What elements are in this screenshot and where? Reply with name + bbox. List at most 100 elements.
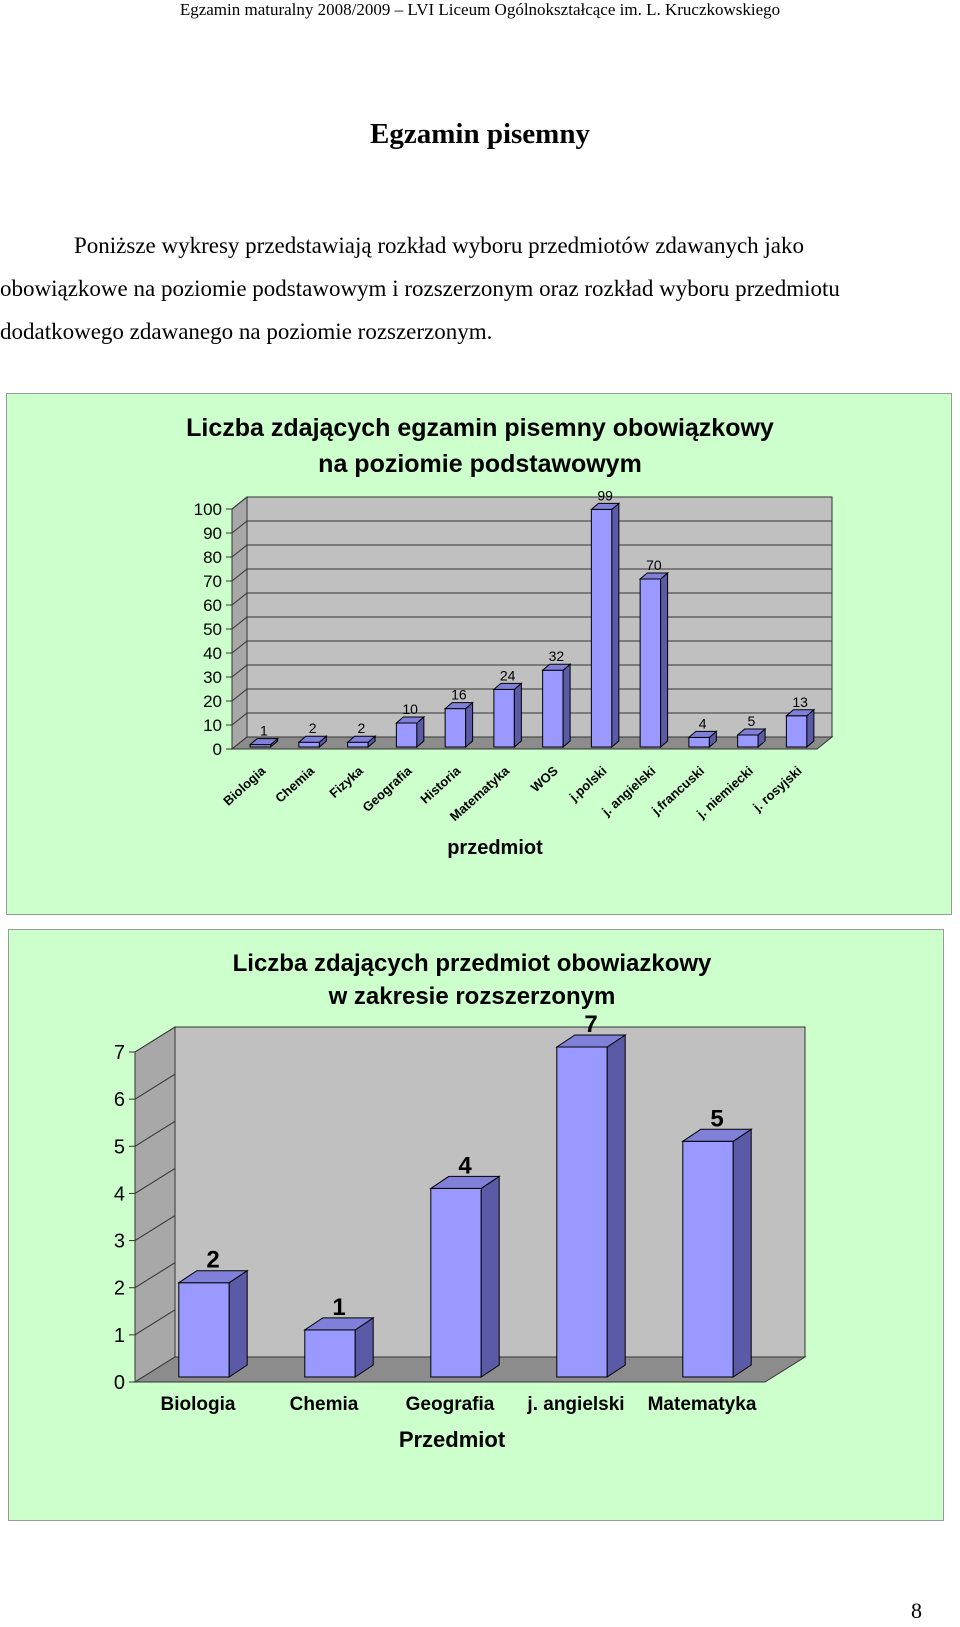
chart1-bar-top-j-niemiecki [736,728,767,736]
chart1-bar-side-historia [465,701,474,749]
chart1-gridline-10 [231,712,832,726]
chart1-gridline-100 [231,496,832,510]
chart1-category-label-wos: WOS [528,763,561,795]
chart1-bar-chemia [298,741,320,748]
chart1-bar-top-historia [443,702,474,710]
chart1-data-label-historia: 16 [451,687,467,703]
chart2-axis-tick-4 [134,1168,176,1194]
chart2-category-label-matematyka: Matematyka [648,1394,757,1415]
chart1-bar-j-polski [590,508,613,748]
chart1-bar-wos [542,669,564,748]
intro-line-1: Poniższe wykresy przedstawiają rozkład w… [74,233,805,258]
chart1-bar-geografia [395,722,418,748]
chart1-data-label-j-polski: 99 [597,487,613,503]
chart1-category-label-historia: Historia [417,763,464,807]
chart2-title-line-2: w zakresie rozszerzonym [328,983,616,1010]
chart1-x-axis-label: przedmiot [447,837,543,859]
chart1-bar-j-francuski [688,736,710,748]
chart2-data-label-matematyka: 5 [710,1105,723,1132]
chart2-category-label-chemia: Chemia [290,1394,359,1415]
chart1-bar-j-angielski [639,578,662,748]
chart2-axis-tick-1 [134,1309,176,1336]
chart1-bar-side-j-polski [611,502,620,749]
chart2-title-line-1: Liczba zdających przedmiot obowiazkowy [233,950,712,977]
chart2-bar-matematyka [682,1140,734,1378]
chart2-bar-side-geografia [480,1175,500,1378]
chart1-data-label-j-rosyjski: 13 [792,694,808,710]
chart1-data-label-wos: 32 [549,648,565,664]
chart1-data-label-j-francuski: 4 [699,715,707,731]
chart2-side-wall [134,1026,176,1383]
chart-extended-level-svg: Liczba zdających przedmiot obowiazkowy w … [114,950,807,1452]
chart1-ytick-label-30: 30 [203,668,222,687]
chart1-ytick-label-90: 90 [203,524,222,543]
chart1-gridline-80 [231,544,832,558]
chart2-ytick-label-0: 0 [114,1372,125,1394]
chart1-ytick-label-60: 60 [203,596,222,615]
chart1-gridline-50 [231,616,832,630]
chart1-gridline-70 [231,568,832,582]
chart1-ytick-label-80: 80 [203,548,222,567]
chart1-data-label-j-angielski: 70 [646,557,662,573]
chart1-data-label-biologia: 1 [260,723,268,739]
chart1-bar-top-geografia [395,716,426,724]
chart1-category-label-chemia: Chemia [272,763,318,806]
chart1-ytick-label-10: 10 [203,716,222,735]
chart1-bar-side-matematyka [513,682,522,749]
chart2-data-label-biologia: 2 [206,1247,219,1274]
chart1-ytick-label-40: 40 [203,644,222,663]
chart-extended-level: Liczba zdających przedmiot obowiazkowy w … [8,929,944,1521]
chart-basic-level: Liczba zdających egzamin pisemny obowiąz… [6,393,952,915]
chart1-data-label-matematyka: 24 [500,667,516,683]
chart1-bar-top-matematyka [492,682,523,690]
chart1-bar-top-biologia [248,738,279,746]
chart2-bar-top-biologia [177,1270,249,1284]
chart2-category-label-biologia: Biologia [161,1394,236,1415]
chart1-gridline-90 [231,520,832,534]
chart1-bar-top-fizyka [346,735,377,743]
chart1-ytick-label-20: 20 [203,692,222,711]
chart2-data-label-geografia: 4 [458,1152,472,1179]
chart2-x-axis-label: Przedmiot [399,1427,506,1452]
chart1-category-label-biologia: Biologia [220,763,269,809]
chart1-data-label-j-niemiecki: 5 [747,713,755,729]
chart2-bar-side-biologia [228,1269,248,1378]
chart1-ytick-label-50: 50 [203,620,222,639]
chart2-data-label-j-angielski: 7 [584,1011,597,1038]
chart1-data-label-chemia: 2 [309,720,317,736]
page-title: Egzamin pisemny [370,118,590,150]
chart2-bar-top-geografia [429,1175,501,1189]
chart1-gridline-40 [231,640,832,654]
chart1-ytick-label-0: 0 [213,740,222,759]
intro-paragraph: Poniższe wykresy przedstawiają rozkład w… [0,224,960,353]
chart1-title-line-1: Liczba zdających egzamin pisemny obowiąz… [186,414,774,442]
chart2-bar-top-chemia [303,1317,375,1331]
chart2-ytick-label-2: 2 [114,1278,125,1300]
chart2-ytick-label-5: 5 [114,1136,125,1158]
chart1-bar-top-chemia [297,735,328,743]
chart2-ytick-label-6: 6 [114,1089,125,1111]
chart1-bar-j-niemiecki [737,734,759,748]
chart2-ytick-label-1: 1 [114,1325,125,1347]
running-header: Egzamin maturalny 2008/2009 – LVI Liceum… [179,0,781,19]
chart2-axis-tick-2 [134,1262,176,1289]
chart1-ytick-label-70: 70 [203,572,222,591]
chart2-bar-j-angielski [556,1046,608,1378]
chart2-ytick-label-4: 4 [114,1183,125,1205]
chart-basic-level-svg: Liczba zdających egzamin pisemny obowiąz… [186,414,834,859]
chart1-category-label-geografia: Geografia [359,763,415,815]
chart2-ytick-label-7: 7 [114,1042,125,1064]
chart2-bar-geografia [430,1187,482,1378]
chart2-bar-top-j-angielski [555,1034,627,1048]
chart1-bar-top-j-rosyjski [785,709,816,717]
chart1-bar-top-j-polski [590,502,621,510]
chart1-bar-top-j-francuski [687,730,718,738]
chart1-floor [230,736,834,750]
chart1-bar-side-j-angielski [660,571,669,749]
chart1-bar-top-j-angielski [638,572,669,580]
intro-line-3: dodatkowego zdawanego na poziomie rozsze… [0,319,493,344]
chart2-axis-tick-6 [134,1073,176,1100]
chart1-category-label-fizyka: Fizyka [326,763,366,801]
chart2-bar-biologia [178,1282,230,1378]
intro-line-2: obowiązkowe na poziomie podstawowym i ro… [0,276,840,301]
